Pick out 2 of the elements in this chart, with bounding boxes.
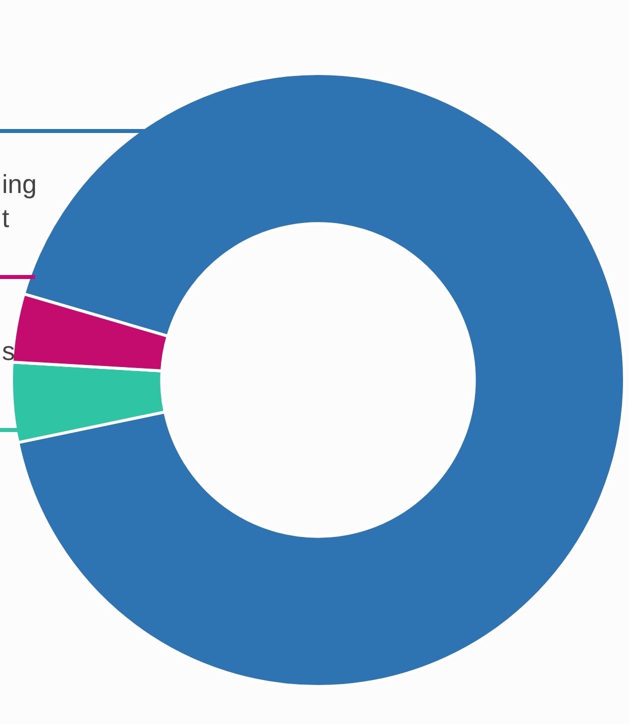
slice-label: ing t <box>2 169 37 233</box>
slice-label: s <box>2 336 15 366</box>
